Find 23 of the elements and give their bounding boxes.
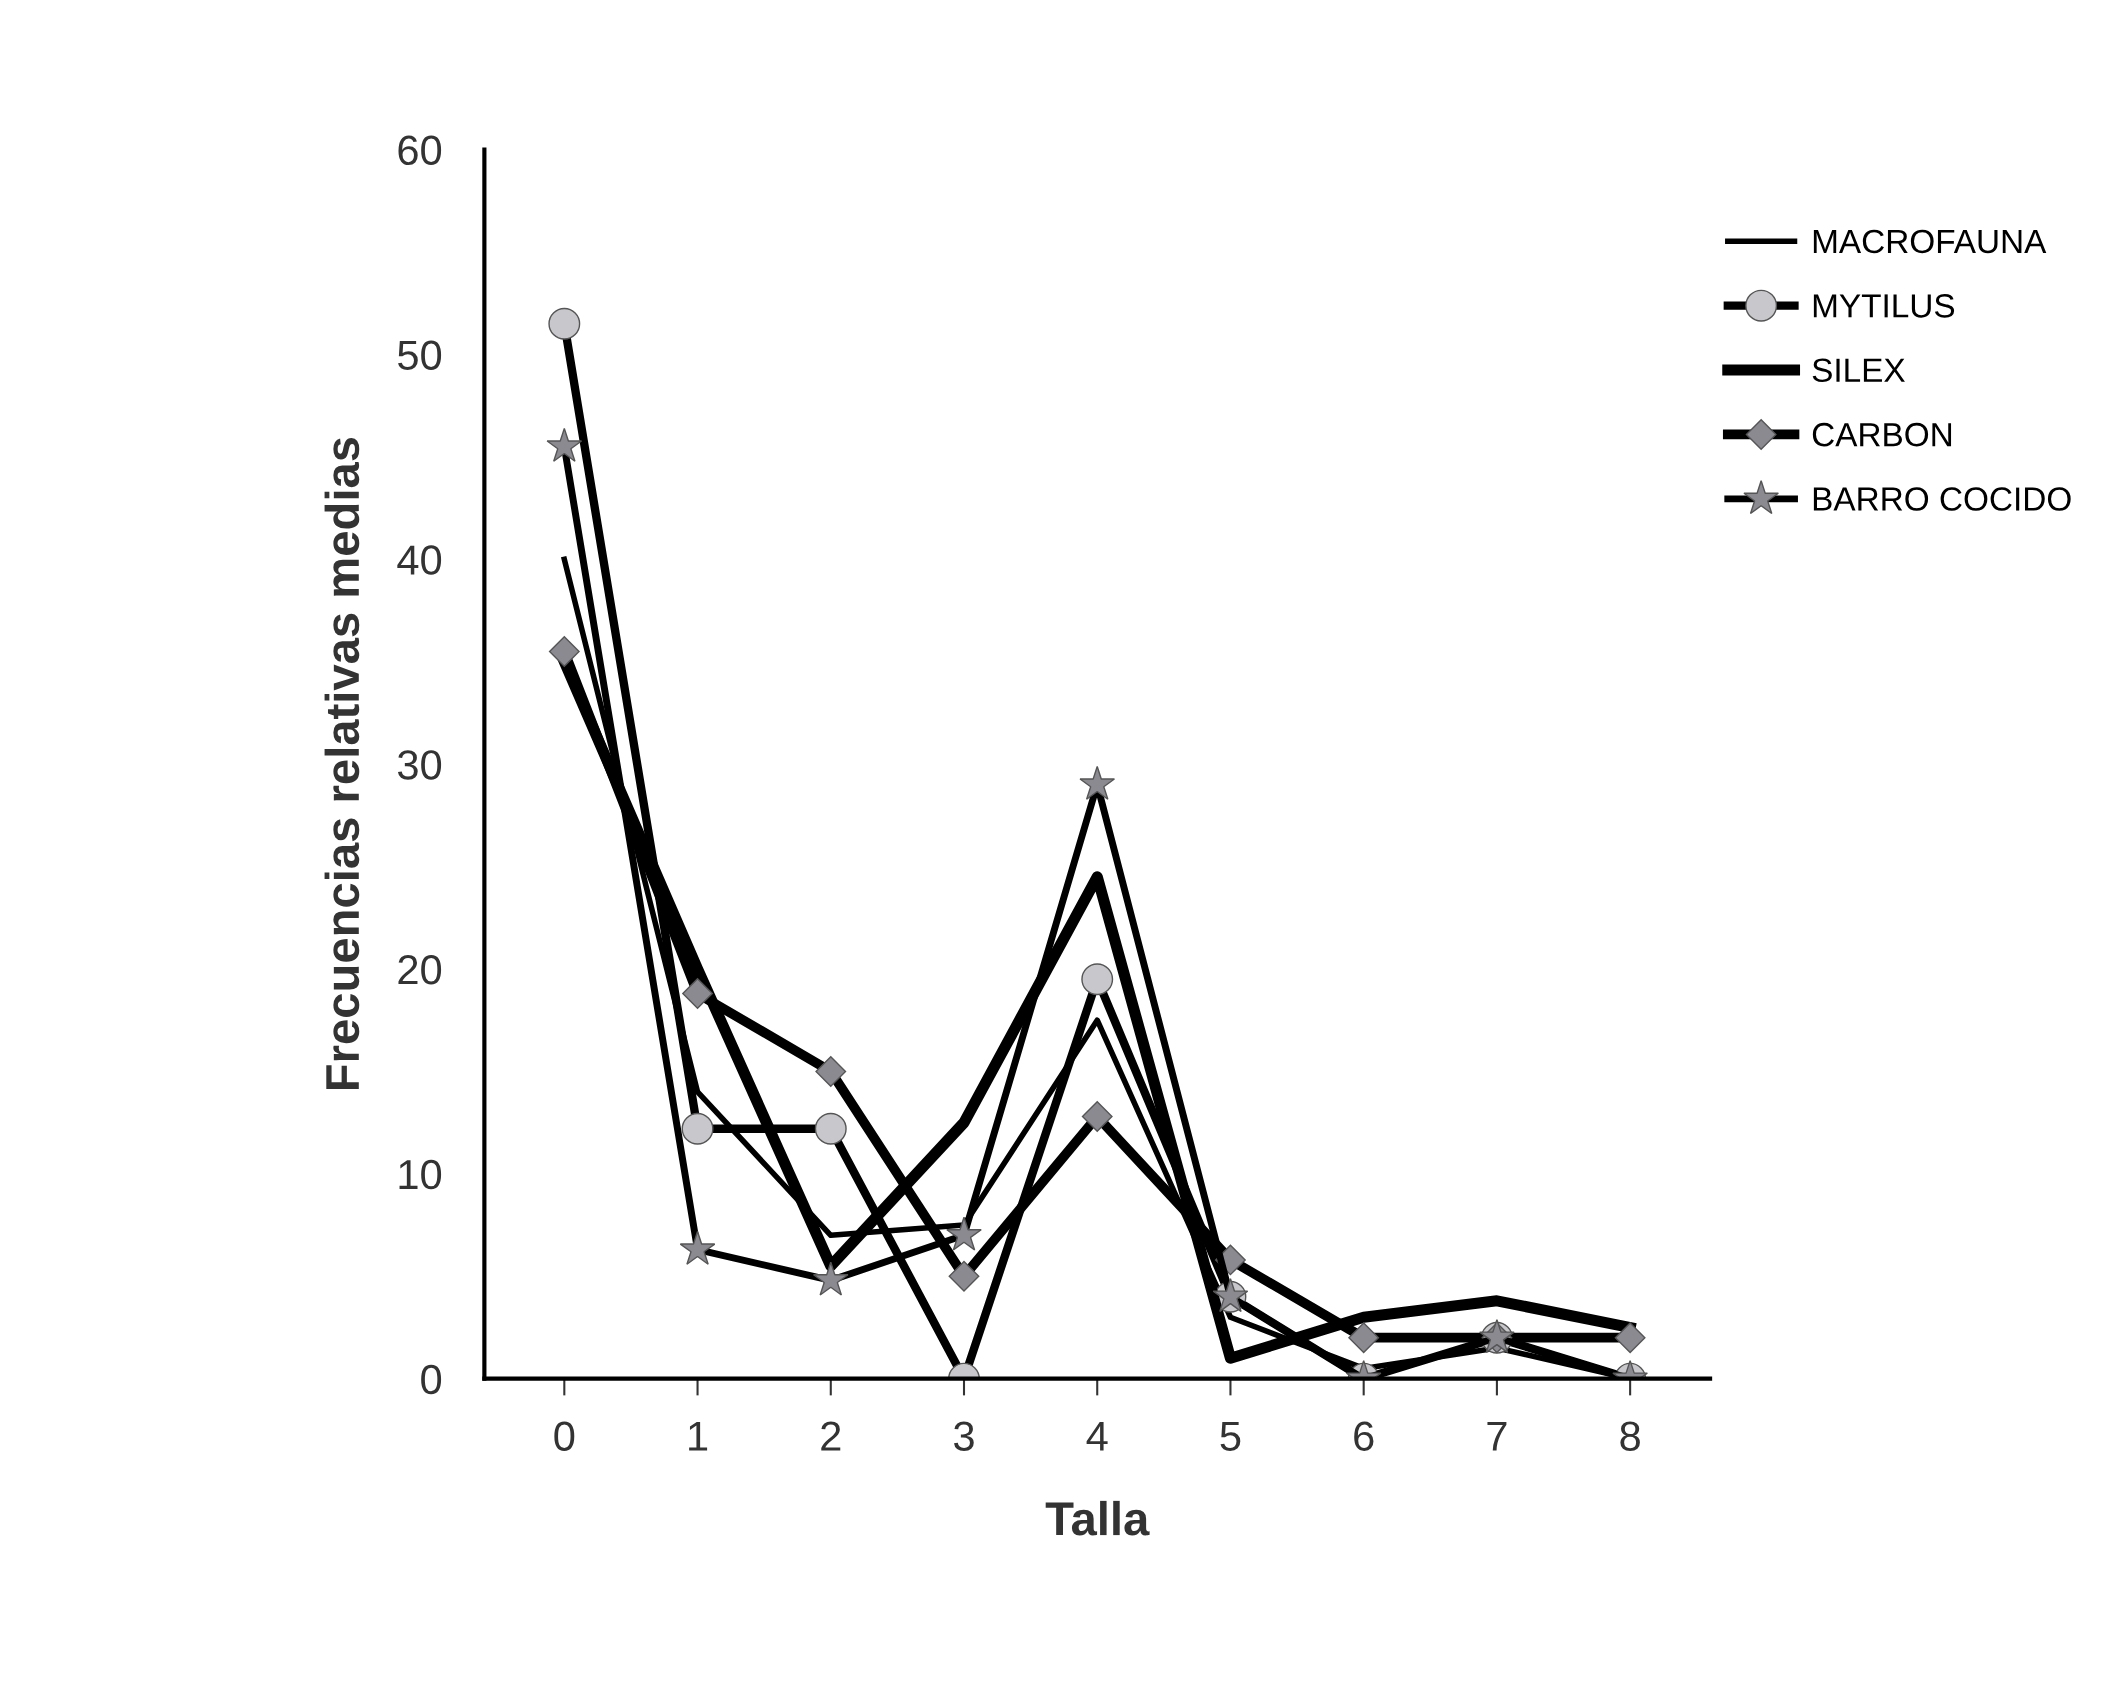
y-tick-label: 60 xyxy=(398,135,442,166)
y-tick-label: 0 xyxy=(421,1364,442,1395)
x-tick-label: 0 xyxy=(554,1421,575,1451)
y-axis-title: Frecuencias relativas medias xyxy=(324,437,360,1090)
x-tick-label: 4 xyxy=(1086,1421,1108,1451)
y-tick-label: 50 xyxy=(398,340,442,370)
x-tick-label: 1 xyxy=(689,1421,708,1451)
x-tick-label: 7 xyxy=(1487,1421,1507,1451)
y-tick-label: 30 xyxy=(397,750,442,780)
x-tick-label: 8 xyxy=(1620,1421,1640,1451)
x-tick-label: 5 xyxy=(1220,1421,1241,1451)
legend-label: CARBON xyxy=(1812,422,1952,447)
x-tick-label: 3 xyxy=(954,1421,974,1451)
legend-label: BARRO COCIDO xyxy=(1813,487,2071,511)
y-tick-label: 20 xyxy=(398,955,442,985)
x-tick-label: 6 xyxy=(1354,1421,1374,1451)
legend-label: MYTILUS xyxy=(1813,294,1955,318)
y-tick-label: 10 xyxy=(399,1159,442,1190)
y-tick-label: 40 xyxy=(397,545,442,575)
x-tick-label: 2 xyxy=(821,1421,841,1451)
legend-label: SILEX xyxy=(1812,358,1905,383)
legend-label: MACROFAUNA xyxy=(1813,229,2047,254)
x-axis-title: Talla xyxy=(1045,1500,1150,1536)
